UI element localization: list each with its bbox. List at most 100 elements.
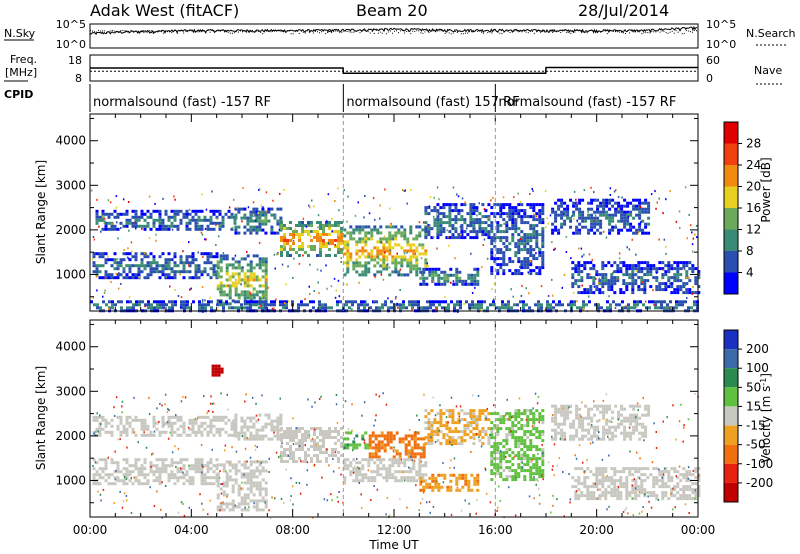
heatmap-cell xyxy=(301,245,304,248)
heatmap-cell xyxy=(310,439,313,442)
heatmap-cell xyxy=(194,264,198,268)
heatmap-cell xyxy=(419,488,423,492)
heatmap-cell xyxy=(290,238,293,241)
heatmap-cell xyxy=(211,364,215,368)
heatmap-cell xyxy=(191,276,195,280)
heatmap-cell xyxy=(122,252,126,256)
heatmap-cell xyxy=(92,296,95,299)
heatmap-cell xyxy=(593,222,597,226)
heatmap-cell xyxy=(301,436,304,439)
heatmap-cell xyxy=(218,221,222,225)
heatmap-cell xyxy=(643,488,647,492)
heatmap-cell xyxy=(216,272,220,276)
heatmap-cell xyxy=(264,422,268,426)
heatmap-cell xyxy=(289,457,292,460)
heatmap-cell xyxy=(264,490,268,494)
heatmap-cell xyxy=(592,494,596,498)
heatmap-cell xyxy=(252,472,256,476)
heatmap-cell xyxy=(358,461,362,465)
heatmap-cell xyxy=(340,239,343,242)
heatmap-cell xyxy=(496,269,500,273)
heatmap-cell xyxy=(370,252,374,256)
heatmap-cell xyxy=(170,421,174,425)
heatmap-cell xyxy=(346,446,350,450)
heatmap-cell xyxy=(580,491,584,495)
heatmap-cell xyxy=(557,425,561,429)
heatmap-cell xyxy=(510,288,512,291)
heatmap-cell xyxy=(225,302,229,306)
heatmap-cell xyxy=(252,493,256,497)
heatmap-cell xyxy=(476,473,480,477)
heatmap-cell xyxy=(555,303,558,307)
heatmap-cell xyxy=(110,473,114,477)
heatmap-cell xyxy=(682,497,686,501)
heatmap-cell xyxy=(592,267,596,271)
heatmap-cell xyxy=(460,224,464,228)
heatmap-cell xyxy=(679,288,683,292)
heatmap-cell xyxy=(688,473,692,477)
heatmap-cell xyxy=(368,452,372,456)
heatmap-cell xyxy=(679,488,683,492)
heatmap-cell xyxy=(224,415,228,419)
heatmap-cell xyxy=(577,476,581,480)
heatmap-cell xyxy=(194,270,198,274)
heatmap-cell xyxy=(685,479,689,483)
heatmap-cell xyxy=(204,238,206,241)
heatmap-cell xyxy=(240,419,244,423)
heatmap-cell xyxy=(526,448,530,452)
heatmap-cell xyxy=(312,300,315,304)
heatmap-cell xyxy=(104,430,108,434)
heatmap-cell xyxy=(654,306,657,310)
heatmap-cell xyxy=(554,413,558,417)
heatmap-cell xyxy=(457,418,461,422)
heatmap-cell xyxy=(625,485,629,489)
heatmap-cell xyxy=(424,464,428,468)
heatmap-cell xyxy=(526,257,530,261)
heatmap-cell xyxy=(137,458,141,462)
heatmap-cell xyxy=(520,412,524,416)
heatmap-cell xyxy=(134,433,138,437)
heatmap-cell xyxy=(466,227,468,230)
heatmap-cell xyxy=(523,457,527,461)
heatmap-cell xyxy=(427,225,429,228)
heatmap-cell xyxy=(231,490,235,494)
heatmap-cell xyxy=(502,236,506,240)
heatmap-cell xyxy=(493,463,497,467)
heatmap-cell xyxy=(113,470,117,474)
heatmap-cell xyxy=(596,428,600,432)
heatmap-cell xyxy=(697,273,701,277)
heatmap-cell xyxy=(428,476,432,480)
heatmap-cell xyxy=(457,209,461,213)
heatmap-cell xyxy=(240,416,244,420)
heatmap-cell xyxy=(427,439,431,443)
heatmap-cell xyxy=(488,216,490,219)
heatmap-cell xyxy=(463,433,467,437)
heatmap-cell xyxy=(249,499,253,503)
heatmap-cell xyxy=(137,270,141,274)
heatmap-cell xyxy=(319,227,322,230)
heatmap-cell xyxy=(572,210,576,214)
heatmap-cell xyxy=(159,306,162,310)
heatmap-cell xyxy=(546,217,548,220)
heatmap-cell xyxy=(529,236,533,240)
heatmap-cell xyxy=(434,479,438,483)
heatmap-cell xyxy=(602,201,606,205)
heatmap-cell xyxy=(626,228,630,232)
heatmap-cell xyxy=(551,404,555,408)
heatmap-cell xyxy=(643,279,647,283)
heatmap-cell xyxy=(675,303,678,307)
heatmap-cell xyxy=(634,488,638,492)
heatmap-cell xyxy=(343,479,347,483)
heatmap-cell xyxy=(646,261,650,265)
heatmap-cell xyxy=(442,203,446,207)
heatmap-cell xyxy=(475,230,479,234)
heatmap-cell xyxy=(472,230,476,234)
heatmap-cell xyxy=(125,482,129,486)
heatmap-cell xyxy=(457,412,461,416)
heatmap-cell xyxy=(566,207,570,211)
heatmap-cell xyxy=(502,457,506,461)
heatmap-cell xyxy=(264,502,268,506)
heatmap-cell xyxy=(384,303,387,307)
heatmap-cell xyxy=(442,412,446,416)
heatmap-cell xyxy=(520,248,524,252)
